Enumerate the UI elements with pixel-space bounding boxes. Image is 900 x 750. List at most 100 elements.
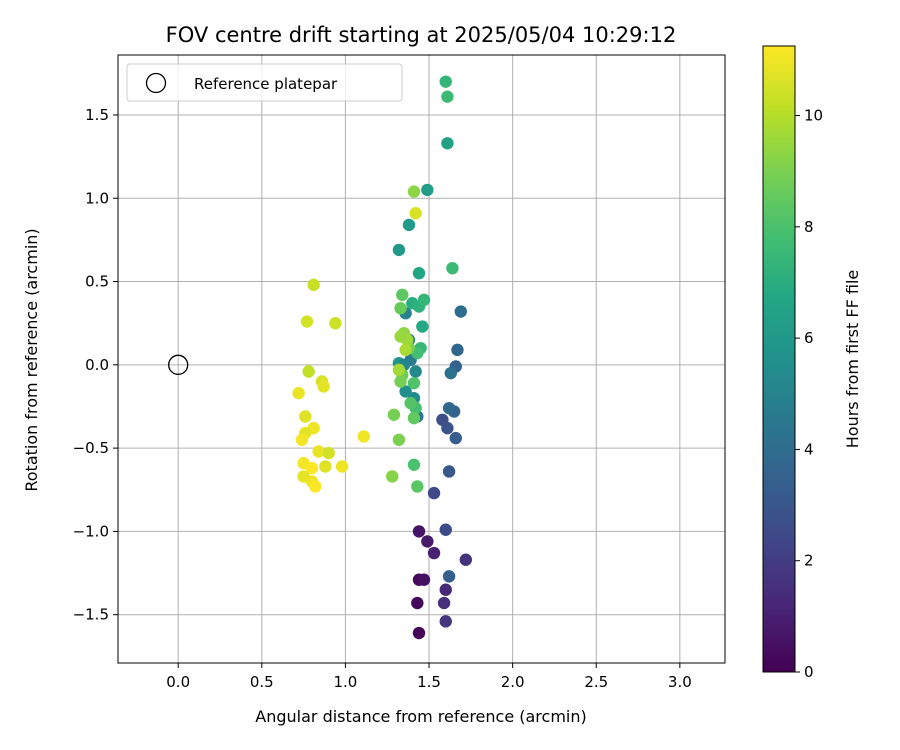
data-point [412,525,426,538]
data-point [449,431,462,445]
data-point [416,320,429,333]
data-point [392,433,406,446]
data-point [437,596,451,610]
data-point [407,185,421,198]
y-tick-label: 1.0 [85,189,109,207]
data-point [402,218,416,232]
reference-platepar-marker [168,354,189,375]
colorbar-tick-label: 10 [804,107,823,125]
data-point [394,375,407,388]
x-tick-label: 3.0 [668,673,692,691]
data-point [427,546,441,560]
data-point [441,90,454,103]
data-point [442,401,456,415]
legend-box [126,63,403,102]
colorbar-tick-label: 0 [804,663,814,681]
data-point [399,385,412,398]
data-point [387,408,401,422]
data-points [292,75,473,640]
y-tick-label: −1.5 [73,606,109,624]
x-axis-ticks: 0.0 0.5 1.0 1.5 2.0 2.5 3.0 [166,663,692,691]
data-point [444,366,457,380]
y-tick-label: −0.5 [73,439,109,457]
data-point [302,365,315,378]
data-point [442,570,456,583]
data-point [442,465,456,478]
data-point [411,480,424,493]
data-point [335,460,349,473]
plot-frame [117,54,726,664]
data-point [399,343,412,357]
data-point [412,267,426,280]
data-point [417,293,431,307]
x-tick-label: 1.0 [333,673,357,691]
y-axis-ticks: −1.5 −1.0 −0.5 0.0 0.5 1.0 1.5 [73,106,118,624]
data-point [312,445,325,458]
data-point [386,470,399,483]
data-point [446,262,459,275]
y-tick-label: 0.5 [85,273,109,291]
data-point [412,626,426,640]
colorbar-tick-label: 4 [804,440,814,458]
data-point [305,461,319,475]
grid-lines [118,55,725,663]
data-point [396,288,409,302]
data-point [409,365,422,378]
data-point [439,75,452,88]
legend-label-reference: Reference platepar [194,75,338,93]
data-point [309,480,322,493]
data-point [357,430,371,443]
data-point [421,183,434,197]
data-point [439,583,452,596]
data-point [441,137,454,150]
data-point [295,433,309,446]
x-tick-label: 1.5 [417,673,441,691]
data-point [439,615,452,628]
data-point [441,421,454,435]
legend-marker-circle-icon [145,72,167,94]
data-point [292,386,305,400]
colorbar-tick-label: 2 [804,552,814,570]
data-point [394,301,407,315]
data-point [392,363,406,377]
y-tick-label: 1.5 [85,106,109,124]
data-point [459,553,473,566]
data-point [407,376,421,390]
x-tick-label: 2.0 [501,673,525,691]
data-point [394,330,407,343]
data-point [322,446,335,460]
data-point [407,458,421,471]
y-axis-label: Rotation from reference (arcmin) [22,228,41,491]
data-point [329,316,342,330]
data-point [421,535,434,548]
colorbar-tick-label: 8 [804,218,814,236]
colorbar [763,46,795,672]
colorbar-tick-label: 6 [804,329,814,347]
data-point [300,315,314,328]
data-point [454,305,467,318]
y-tick-label: −1.0 [73,522,109,540]
colorbar-frame [762,45,796,673]
data-point [439,523,452,536]
x-axis-label: Angular distance from reference (arcmin) [255,707,586,726]
data-point [404,396,417,410]
data-point [417,573,431,586]
data-point [409,207,422,220]
x-tick-label: 0.5 [250,673,274,691]
data-point [307,278,320,292]
colorbar-label: Hours from first FF file [843,270,862,449]
chart-title: FOV centre drift starting at 2025/05/04 … [166,23,677,47]
x-tick-label: 2.5 [584,673,608,691]
data-point [407,411,421,425]
data-point [392,243,406,257]
legend: Reference platepar [126,63,403,102]
data-point [317,380,330,393]
colorbar-ticks: 0 2 4 6 8 10 [795,107,823,681]
data-point [319,460,332,473]
x-tick-label: 0.0 [166,673,190,691]
y-tick-label: 0.0 [85,356,109,374]
data-point [451,343,464,357]
data-point [411,596,424,610]
data-point [427,486,441,500]
